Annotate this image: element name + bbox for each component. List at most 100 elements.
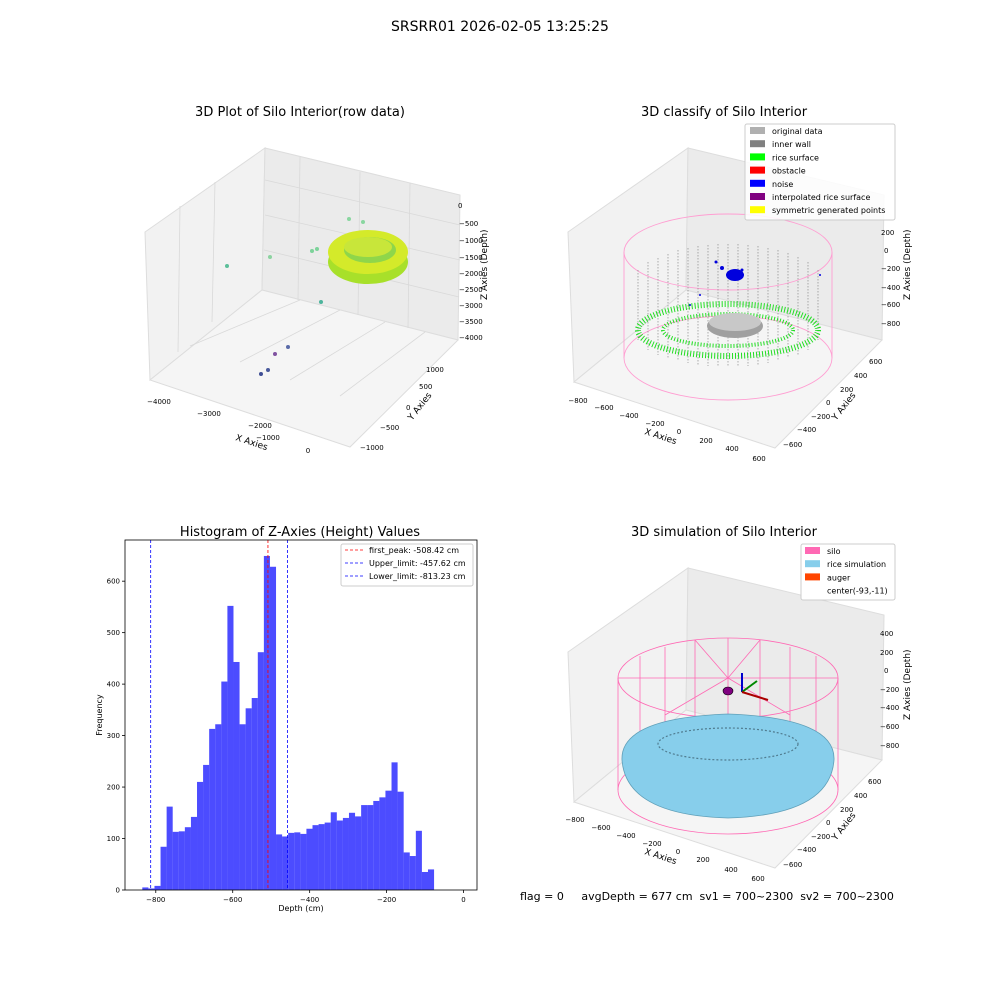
histogram-bar bbox=[197, 781, 204, 890]
svg-text:−400: −400 bbox=[797, 426, 816, 434]
histogram-bar bbox=[403, 852, 410, 890]
histogram-y-tick-label: 500 bbox=[107, 629, 120, 637]
bottom-status-text: flag = 0 avgDepth = 677 cm sv1 = 700~230… bbox=[520, 890, 894, 903]
svg-text:−400: −400 bbox=[797, 846, 816, 854]
classify-legend-swatch bbox=[750, 179, 765, 187]
histogram-bar bbox=[348, 812, 356, 890]
simulation-legend: silo rice simulation auger center(-93,-11) bbox=[800, 543, 896, 601]
histogram-bar bbox=[397, 791, 404, 890]
histogram-vlines bbox=[150, 540, 288, 890]
histogram-bar bbox=[330, 812, 337, 890]
histogram-legend-label: Lower_limit: -813.23 cm bbox=[369, 572, 466, 581]
svg-text:0: 0 bbox=[826, 399, 830, 407]
classify-noise-cluster bbox=[689, 260, 821, 306]
panel-histogram: Histogram of Z-Axies (Height) Values −80… bbox=[95, 525, 478, 913]
svg-text:−400: −400 bbox=[619, 412, 638, 420]
raw-z-ticks: 0 −500 −1000 −1500 −2000 −2500 −3000 −35… bbox=[458, 202, 483, 342]
histogram-y-label: Frequency bbox=[95, 694, 104, 736]
histogram-bar bbox=[190, 816, 198, 890]
classify-z-label: Z Axies (Depth) bbox=[903, 229, 913, 300]
raw-z-label: Z Axies (Depth) bbox=[480, 229, 490, 300]
histogram-y-tick-label: 600 bbox=[107, 578, 120, 586]
histogram-bar bbox=[263, 555, 270, 890]
histogram-x-tick-label: −200 bbox=[377, 896, 396, 904]
svg-text:−1000: −1000 bbox=[360, 444, 384, 452]
classify-legend-swatch bbox=[750, 153, 765, 161]
svg-text:0: 0 bbox=[677, 428, 681, 436]
histogram-frame bbox=[124, 539, 478, 891]
svg-text:−1000: −1000 bbox=[459, 237, 483, 245]
histogram-bar bbox=[379, 797, 386, 890]
histogram-bar bbox=[282, 836, 289, 890]
svg-text:0: 0 bbox=[458, 202, 462, 210]
classify-x-label: X Axies bbox=[643, 427, 678, 447]
svg-text:−400: −400 bbox=[881, 284, 900, 292]
histogram-y-tick-label: 0 bbox=[116, 887, 120, 895]
classify-legend-swatch bbox=[750, 193, 765, 200]
svg-text:−3500: −3500 bbox=[459, 318, 483, 326]
histogram-bar bbox=[233, 661, 240, 890]
histogram-bar bbox=[227, 605, 234, 890]
histogram-y-tick-label: 100 bbox=[107, 835, 120, 843]
svg-text:−1500: −1500 bbox=[459, 254, 483, 262]
histogram-x-label: Depth (cm) bbox=[278, 904, 323, 913]
svg-text:−2000: −2000 bbox=[248, 422, 272, 430]
simulation-x-label: X Axies bbox=[643, 847, 678, 867]
simulation-rice-surface bbox=[621, 713, 835, 819]
simulation-legend-label: center(-93,-11) bbox=[827, 587, 888, 596]
histogram-bar bbox=[391, 762, 398, 890]
classify-legend-label: interpolated rice surface bbox=[772, 193, 870, 202]
histogram-y-ticks: 0 100 200 300 400 500 600 bbox=[107, 578, 125, 895]
histogram-bar bbox=[209, 728, 216, 890]
svg-text:−500: −500 bbox=[380, 424, 399, 432]
histogram-bar bbox=[251, 698, 258, 890]
histogram-bar bbox=[409, 856, 416, 890]
simulation-y-label: Y Axies bbox=[830, 811, 859, 844]
svg-text:1000: 1000 bbox=[426, 366, 444, 374]
panel-classify-3d: 3D classify of Silo Interior bbox=[567, 105, 913, 463]
histogram-bar bbox=[373, 800, 380, 890]
histogram-bar bbox=[385, 790, 392, 890]
histogram-bar bbox=[178, 831, 185, 890]
svg-text:600: 600 bbox=[869, 358, 882, 366]
classify-legend-label: noise bbox=[772, 180, 793, 189]
histogram-bar bbox=[306, 828, 313, 890]
svg-text:0: 0 bbox=[306, 447, 310, 455]
svg-text:0: 0 bbox=[884, 247, 888, 255]
histogram-bar bbox=[367, 805, 374, 890]
classify-legend-swatch bbox=[750, 166, 765, 174]
classify-legend: original data inner wall rice surface obsta… bbox=[744, 123, 896, 221]
histogram-bar bbox=[172, 831, 179, 890]
classify-legend-swatch bbox=[750, 140, 765, 148]
raw-y-ticks: 1000 500 0 −500 −1000 bbox=[360, 366, 444, 452]
svg-text:−600: −600 bbox=[881, 301, 900, 309]
svg-text:−200: −200 bbox=[811, 413, 830, 421]
svg-text:−1000: −1000 bbox=[256, 434, 280, 442]
svg-text:0: 0 bbox=[884, 667, 888, 675]
histogram-bar bbox=[318, 824, 325, 890]
svg-text:−600: −600 bbox=[783, 861, 802, 869]
svg-text:−800: −800 bbox=[568, 397, 587, 405]
histogram-bar bbox=[154, 885, 161, 890]
svg-text:−200: −200 bbox=[645, 420, 664, 428]
histogram-y-tick-label: 400 bbox=[107, 681, 120, 689]
svg-text:−200: −200 bbox=[880, 686, 899, 694]
panel-simulation-3d: 3D simulation of Silo Interior bbox=[520, 525, 913, 903]
histogram-bar bbox=[160, 846, 167, 890]
svg-text:−800: −800 bbox=[881, 320, 900, 328]
svg-text:200: 200 bbox=[699, 437, 712, 445]
svg-text:−400: −400 bbox=[616, 832, 635, 840]
simulation-legend-label: silo bbox=[827, 547, 841, 556]
classify-legend-label: symmetric generated points bbox=[772, 206, 885, 215]
histogram-bar bbox=[324, 822, 331, 890]
svg-text:500: 500 bbox=[419, 383, 432, 391]
svg-text:−200: −200 bbox=[642, 840, 661, 848]
simulation-legend-label: auger bbox=[827, 573, 851, 582]
histogram-title: Histogram of Z-Axies (Height) Values bbox=[180, 525, 420, 540]
histogram-bar bbox=[294, 832, 301, 890]
histogram-bar bbox=[166, 806, 173, 890]
histogram-bar bbox=[312, 825, 319, 890]
svg-text:−200: −200 bbox=[881, 265, 900, 273]
simulation-z-ticks: 400 200 0 −200 −400 −600 −800 bbox=[880, 630, 899, 750]
